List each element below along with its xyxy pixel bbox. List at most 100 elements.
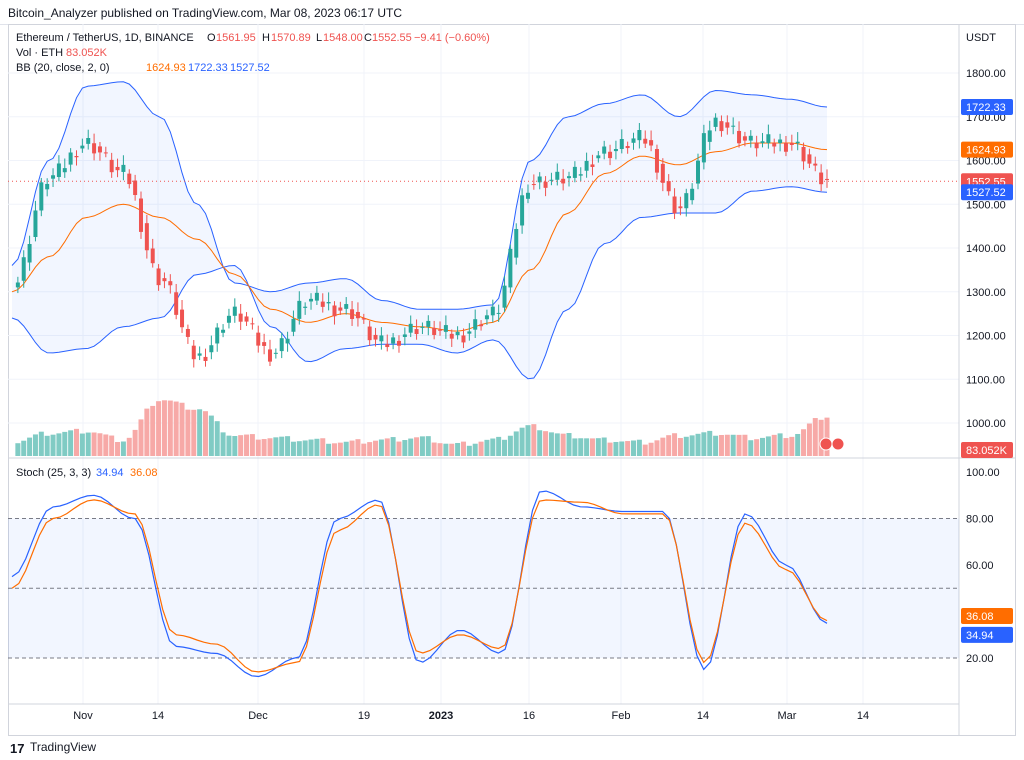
candle-body <box>279 338 284 352</box>
volume-bar <box>390 437 396 456</box>
volume-bar <box>314 438 320 456</box>
volume-bar <box>126 437 132 456</box>
volume-bar <box>613 441 619 456</box>
volume-bar <box>62 431 68 456</box>
bb-fill <box>12 81 827 379</box>
volume-bar <box>191 409 197 456</box>
candle-body <box>619 139 624 150</box>
bb-basis-price-label-box <box>961 141 1013 158</box>
volume-bar <box>660 437 666 456</box>
bb-upper-price-label: 1722.33 <box>966 102 1006 114</box>
volume-bar <box>689 435 695 456</box>
candle-body <box>432 327 437 335</box>
volume-bar <box>349 440 355 456</box>
legend-o-label: O <box>207 32 216 44</box>
volume-bar <box>496 436 502 456</box>
candle-body <box>185 328 190 337</box>
candle-body <box>496 312 501 314</box>
volume-bar <box>367 442 373 456</box>
candle-body <box>162 278 167 282</box>
volume-bar <box>279 436 285 456</box>
candle-body <box>825 178 829 180</box>
candle-body <box>144 223 149 251</box>
stoch-scale[interactable]: 100.00 80.00 60.00 20.00 36.08 34.94 <box>961 467 1013 665</box>
candle-body <box>449 333 454 339</box>
volume-bar <box>173 401 179 456</box>
candle-body <box>414 329 419 335</box>
candle-body <box>508 248 513 288</box>
candle-body <box>684 193 689 209</box>
candle-body <box>795 141 800 144</box>
candle-body <box>121 164 126 172</box>
candle-body <box>80 145 85 149</box>
candle-body <box>572 166 577 178</box>
candle-body <box>45 183 50 190</box>
candle-body <box>33 210 38 238</box>
time-axis[interactable]: Nov 14 Dec 19 2023 16 Feb 14 Mar 14 <box>73 710 869 722</box>
legend-change: −9.41 (−0.60%) <box>414 32 490 44</box>
volume-bar <box>449 443 455 456</box>
time-tick-label: 14 <box>152 710 164 722</box>
candle-body <box>754 142 759 149</box>
volume-bar <box>132 429 138 456</box>
volume-bar <box>214 421 220 456</box>
volume-bar <box>560 433 566 456</box>
candle-body <box>256 332 261 346</box>
volume-bar <box>44 435 50 456</box>
volume-bars <box>15 400 830 456</box>
volume-bar <box>566 433 572 456</box>
volume-bar <box>425 436 431 456</box>
stoch-d-label: 36.08 <box>966 611 994 623</box>
volume-label-box <box>961 442 1013 458</box>
volume-bar <box>636 439 642 456</box>
tradingview-logo-icon: 17 <box>10 741 25 756</box>
candle-body <box>807 154 812 164</box>
volume-label: 83.052K <box>966 445 1008 457</box>
volume-bar <box>672 433 678 456</box>
legend-bb-basis: 1624.93 <box>146 62 186 74</box>
volume-bar <box>513 431 519 456</box>
us-flag-icon[interactable] <box>831 437 845 451</box>
price-scale[interactable]: USDT 1800.001700.001600.001500.001400.00… <box>966 32 1006 430</box>
candle-body <box>408 323 413 333</box>
time-tick-label: Dec <box>248 710 268 722</box>
legend-h-label: H <box>262 32 270 44</box>
volume-bar <box>765 436 771 456</box>
candle-body <box>789 143 794 145</box>
volume-bar <box>607 442 613 456</box>
bb-basis-price-label: 1624.93 <box>966 145 1006 157</box>
volume-bar <box>812 418 818 456</box>
candle-body <box>590 164 595 167</box>
bb-upper-line <box>11 81 828 310</box>
candle-body <box>772 143 777 147</box>
event-flags[interactable] <box>819 437 845 451</box>
candle-body <box>819 172 824 185</box>
volume-bar <box>584 438 590 456</box>
candle-body <box>238 313 243 322</box>
candle-body <box>742 136 747 141</box>
candle-body <box>637 130 642 141</box>
stoch-tick-label: 20.00 <box>966 653 994 665</box>
candle-body <box>402 334 407 337</box>
volume-bar <box>531 424 537 456</box>
candle-body <box>520 195 525 226</box>
candle-body <box>602 146 607 154</box>
candle-body <box>455 331 460 336</box>
volume-bar <box>437 443 443 456</box>
volume-bar <box>161 400 167 456</box>
candle-body <box>314 292 319 301</box>
legend-vol-label: Vol · ETH <box>16 47 63 59</box>
candle-body <box>62 168 67 173</box>
candle-body <box>760 141 765 143</box>
price-tick-label: 1100.00 <box>966 374 1005 386</box>
candle-body <box>109 159 114 173</box>
us-flag-icon[interactable] <box>819 437 833 451</box>
legend-open: 1561.95 <box>216 32 256 44</box>
volume-bar <box>79 433 85 456</box>
candle-body <box>420 326 425 328</box>
bollinger-bands <box>11 81 828 380</box>
stoch-k-label-box <box>961 626 1013 643</box>
volume-bar <box>548 432 554 456</box>
legend-high: 1570.89 <box>271 32 311 44</box>
